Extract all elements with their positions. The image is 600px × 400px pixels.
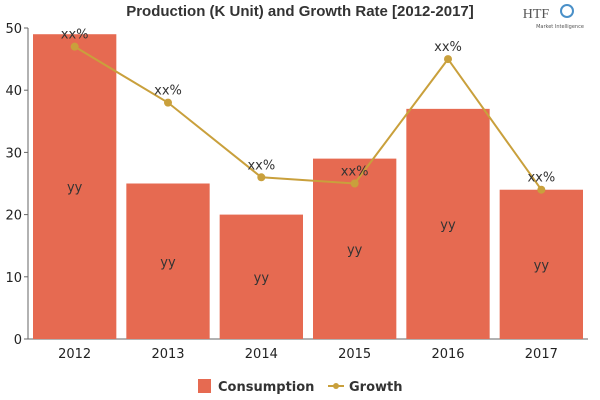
growth-data-label: xx% [527,171,555,186]
y-tick-label: 20 [5,209,22,224]
bar-data-label: yy [440,218,456,233]
y-tick-label: 30 [5,146,22,161]
x-tick-label: 2012 [58,347,91,362]
legend-consumption-swatch [198,379,211,393]
growth-data-label: xx% [434,40,462,55]
growth-point [70,42,79,51]
bar-data-label: yy [534,258,550,273]
growth-point [164,98,172,107]
chart-title: Production (K Unit) and Growth Rate [201… [126,3,474,20]
bar-consumption [406,108,490,339]
growth-point [537,185,546,194]
y-tick-label: 10 [5,271,22,286]
growth-point [444,55,452,64]
legend-consumption-label: Consumption [218,380,314,395]
bar-data-label: yy [254,271,270,286]
growth-point [257,173,266,182]
legend-growth-marker [333,383,339,389]
svg-text:HTF: HTF [523,7,550,22]
x-tick-label: 2016 [431,347,464,362]
x-tick-label: 2014 [245,347,278,362]
bar-consumption [219,214,303,339]
x-tick-label: 2015 [338,347,371,362]
bar-consumption [313,158,397,339]
bar-consumption [499,189,583,339]
bar-consumption [33,34,117,339]
bar-data-label: yy [67,181,83,196]
bar-consumption [126,183,210,339]
logo: HTF Market Intelligence [523,4,584,30]
growth-data-label: xx% [61,28,89,43]
x-tick-label: 2013 [151,347,184,362]
bar-data-label: yy [347,243,363,258]
growth-data-label: xx% [341,165,369,180]
growth-point [350,179,359,188]
x-tick-label: 2017 [525,347,558,362]
y-tick-label: 50 [5,22,22,37]
svg-text:Market Intelligence: Market Intelligence [536,24,584,30]
legend-growth-label: Growth [349,380,403,395]
y-tick-label: 40 [5,84,22,99]
growth-data-label: xx% [247,158,275,173]
growth-data-label: xx% [154,84,182,99]
y-tick-label: 0 [14,333,22,348]
growth-line [74,45,543,191]
bar-data-label: yy [160,255,176,270]
